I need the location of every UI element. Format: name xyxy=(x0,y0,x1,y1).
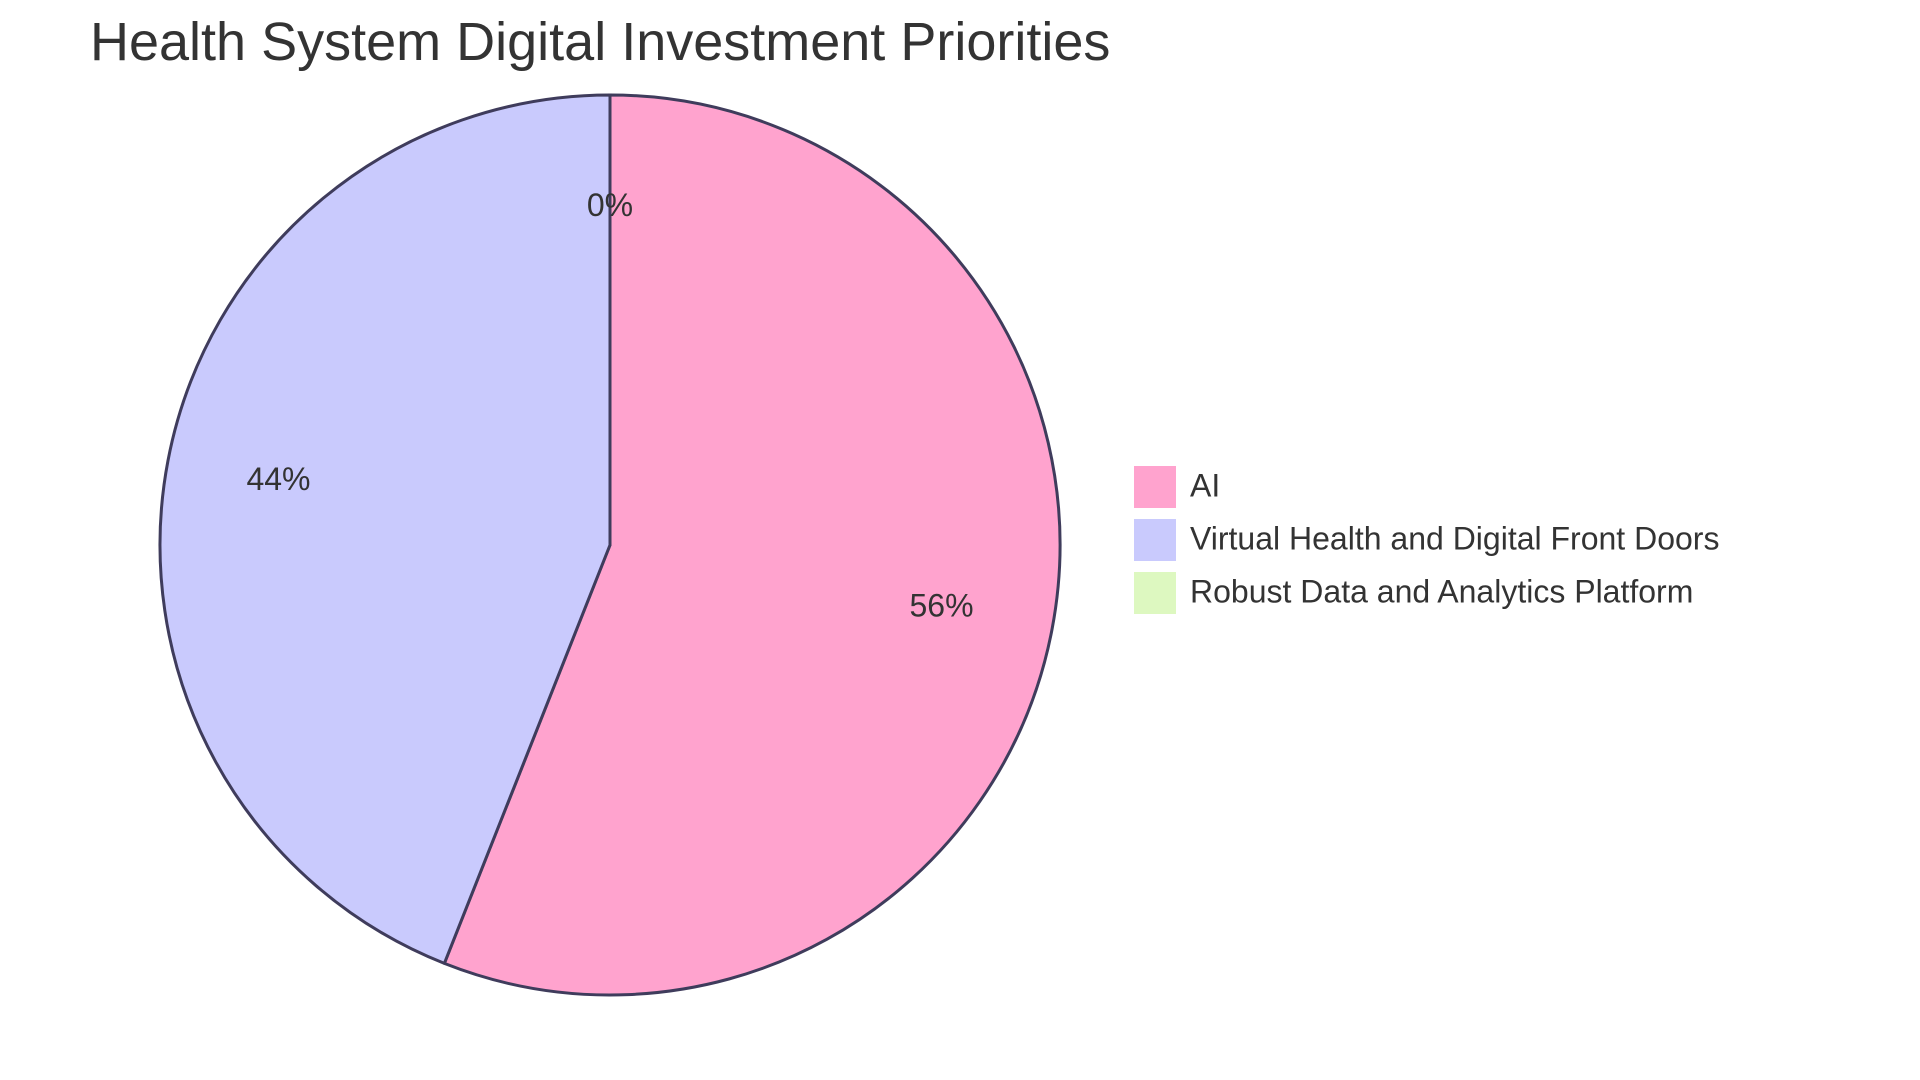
pie-slice-ai xyxy=(442,93,1062,997)
slice-label-robust-data-and-analytics-platform: 0% xyxy=(587,187,633,223)
slice-label-ai: 56% xyxy=(909,588,973,624)
legend: AI Virtual Health and Digital Front Doors… xyxy=(1132,464,1719,616)
pie-slice-labels: 56% 44% 0% xyxy=(246,187,973,624)
legend-swatch-virtual-health-and-digital-front-doors xyxy=(1132,517,1178,563)
legend-label-robust-data-and-analytics-platform: Robust Data and Analytics Platform xyxy=(1190,573,1693,609)
pie-slice-virtual-health-and-digital-front-doors xyxy=(158,93,612,965)
pie-slices xyxy=(158,93,1062,997)
legend-swatch-robust-data-and-analytics-platform xyxy=(1132,570,1178,616)
legend-label-virtual-health-and-digital-front-doors: Virtual Health and Digital Front Doors xyxy=(1190,520,1719,556)
legend-label-ai: AI xyxy=(1190,467,1220,503)
slice-label-virtual-health-and-digital-front-doors: 44% xyxy=(246,461,310,497)
legend-swatch-ai xyxy=(1132,464,1178,510)
chart-title: Health System Digital Investment Priorit… xyxy=(90,12,1110,72)
